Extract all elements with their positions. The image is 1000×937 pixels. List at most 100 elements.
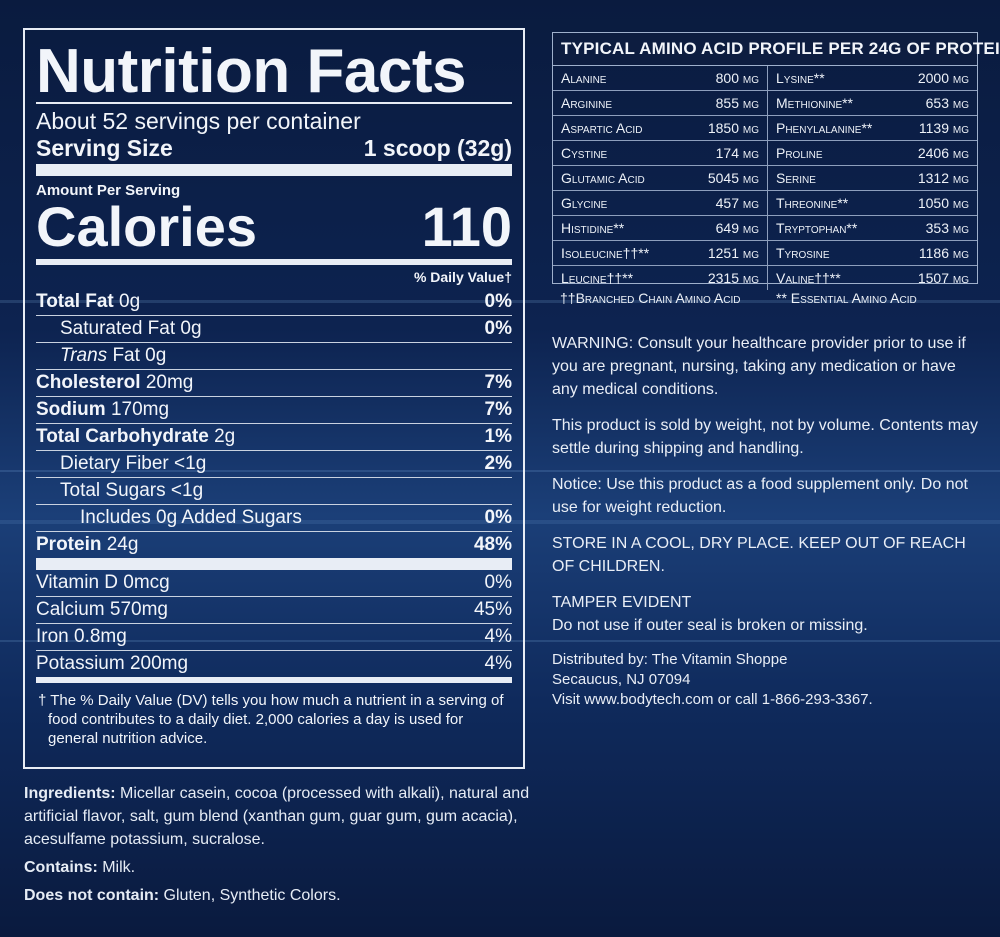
vitamin-name: Iron 0.8mg [36,626,127,647]
amino-acid-name: Tyrosine [776,245,830,261]
vitamin-row-vitamin-d: Vitamin D 0mcg 0% [36,570,512,596]
nutrient-name: Total Carbohydrate [36,426,209,447]
amino-acid-amount: 1850 mg [707,120,759,136]
tamper-title: TAMPER EVIDENT [552,594,692,611]
nutrient-dv: 1% [484,426,512,447]
amino-acid-cell: Threonine** 1050 mg [768,191,977,215]
vitamin-dv: 4% [484,653,512,674]
amino-acid-name: Proline [776,145,823,161]
tamper-text: Do not use if outer seal is broken or mi… [552,617,868,634]
nutrient-dv: 7% [484,372,512,393]
nutrient-row-total-carbohydrate: Total Carbohydrate 2g 1% [36,423,512,450]
divider-thick [36,558,512,570]
contains-text: Milk. [97,859,136,876]
amino-acid-name: Tryptophan** [776,220,858,236]
nutrient-amount: Fat 0g [112,345,167,366]
divider-medium [36,259,512,265]
vitamin-dv: 45% [473,599,512,620]
nutrient-name: Total Fat [36,291,114,312]
amino-acid-cell: Glycine 457 mg [553,191,768,215]
amino-acid-row: Leucine††** 2315 mg Valine††** 1507 mg [553,266,977,290]
nutrient-row-cholesterol: Cholesterol 20mg 7% [36,369,512,396]
nutrition-facts-panel: Nutrition Facts About 52 servings per co… [23,28,525,769]
nutrient-dv: 0% [484,507,512,528]
calories-value: 110 [421,195,512,258]
amino-acid-cell: Histidine** 649 mg [553,216,768,240]
vitamin-name: Calcium 570mg [36,599,168,620]
amino-acid-name: Glutamic Acid [561,170,645,186]
nutrient-dv: 2% [484,453,512,474]
tamper-block: TAMPER EVIDENT Do not use if outer seal i… [552,591,982,637]
supplement-notice-text: Notice: Use this product as a food suppl… [552,476,968,516]
servings-per-container: About 52 servings per container [36,108,361,134]
ingredients-label: Ingredients: [24,785,116,802]
daily-value-header: % Daily Value† [413,269,512,285]
nutrient-name: Trans [60,345,108,366]
amino-acid-cell: Arginine 855 mg [553,91,768,115]
vitamin-dv: 0% [484,572,512,593]
nutrient-amount: 24g [106,534,139,555]
amino-acid-name: Methionine** [776,95,854,111]
distributor-contact: Visit www.bodytech.com or call 1-866-293… [552,691,873,708]
contains-line: Contains: Milk. [24,856,534,879]
amino-acid-cell: Aspartic Acid 1850 mg [553,116,768,140]
amino-acid-row: Glycine 457 mg Threonine** 1050 mg [553,191,977,216]
amino-acid-name: Phenylalanine** [776,120,873,136]
ingredients-text: Micellar casein, cocoa (processed with a… [24,785,530,848]
vitamin-name: Potassium 200mg [36,653,189,674]
nutrient-row-sodium: Sodium 170mg 7% [36,396,512,423]
amino-acid-name: Arginine [561,95,613,111]
amino-acid-amount: 1251 mg [707,245,759,261]
amino-acid-cell: Glutamic Acid 5045 mg [553,166,768,190]
amino-acid-name: Histidine** [561,220,625,236]
vitamin-row-iron: Iron 0.8mg 4% [36,623,512,650]
nutrient-amount: 2g [214,426,236,447]
vitamin-row-calcium: Calcium 570mg 45% [36,596,512,623]
nutrient-row-added-sugars: Includes 0g Added Sugars 0% [36,504,512,531]
amino-acid-amount: 2315 mg [707,270,759,286]
distributor-address: Secaucus, NJ 07094 [552,671,691,688]
nutrient-amount: <1g [170,480,204,501]
calories-row: Calories 110 [36,199,512,255]
divider [36,102,512,104]
nutrient-amount: <1g [174,453,207,474]
daily-value-footnote: † The % Daily Value (DV) tells you how m… [38,692,504,747]
amino-acid-table: TYPICAL AMINO ACID PROFILE PER 24G OF PR… [552,32,1000,290]
nutrient-row-total-fat: Total Fat 0g 0% [36,289,512,315]
does-not-contain-line: Does not contain: Gluten, Synthetic Colo… [24,884,534,907]
vitamin-name: Vitamin D 0mcg [36,572,170,593]
amino-acid-name: Threonine** [776,195,849,211]
nutrient-row-dietary-fiber: Dietary Fiber <1g 2% [36,450,512,477]
amino-acid-amount: 653 mg [925,95,969,111]
warning-text: WARNING: Consult your healthcare provide… [552,335,966,398]
nutrient-dv: 0% [484,291,512,312]
nutrient-name: Cholesterol [36,372,141,393]
vitamin-dv: 4% [484,626,512,647]
nutrient-row-trans-fat: Trans Fat 0g [36,342,512,369]
calories-label: Calories [36,195,257,258]
amino-acid-cell: Isoleucine††** 1251 mg [553,241,768,265]
does-not-contain-text: Gluten, Synthetic Colors. [159,887,341,904]
nutrient-name: Includes 0g Added Sugars [80,507,302,528]
amino-acid-cell: Phenylalanine** 1139 mg [768,116,977,140]
contains-label: Contains: [24,859,98,876]
divider-medium [36,677,512,683]
nutrient-name: Saturated Fat [60,318,176,339]
nutrient-dv: 0% [484,318,512,339]
amino-acid-cell: Lysine** 2000 mg [768,66,977,90]
amino-acid-cell: Proline 2406 mg [768,141,977,165]
amino-acid-cell: Alanine 800 mg [553,66,768,90]
nutrient-row-protein: Protein 24g 48% [36,531,512,558]
amino-acid-amount: 1050 mg [917,195,969,211]
amino-acid-row: Glutamic Acid 5045 mg Serine 1312 mg [553,166,977,191]
legend-eaa: ** Essential Amino Acid [776,290,917,306]
amino-acid-amount: 649 mg [715,220,759,236]
amino-acid-amount: 2406 mg [917,145,969,161]
does-not-contain-label: Does not contain: [24,887,160,904]
amino-acid-row: Histidine** 649 mg Tryptophan** 353 mg [553,216,977,241]
amino-acid-amount: 2000 mg [917,70,969,86]
nutrient-dv: 48% [473,534,512,555]
vitamin-row-potassium: Potassium 200mg 4% [36,650,512,677]
amino-acid-cell: Tyrosine 1186 mg [768,241,977,265]
amino-acid-cell: Tryptophan** 353 mg [768,216,977,240]
